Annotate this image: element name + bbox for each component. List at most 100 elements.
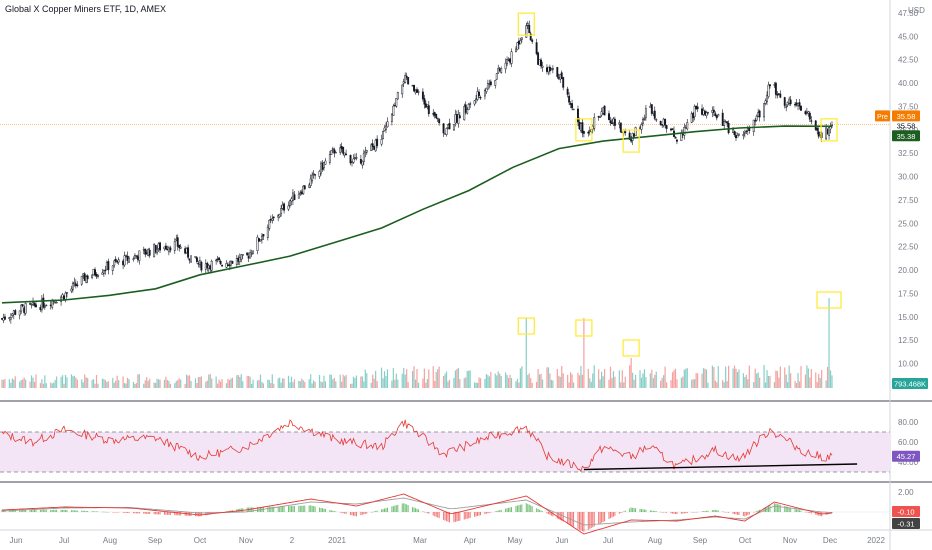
candle-body <box>764 100 767 104</box>
candle-body <box>690 113 693 123</box>
volume-bar <box>630 358 632 388</box>
macd-hist-bar <box>406 504 408 512</box>
candle-body <box>376 138 379 146</box>
macd-hist-bar <box>313 506 315 512</box>
volume-bar <box>14 376 16 388</box>
macd-hist-bar <box>735 512 737 515</box>
candle-body <box>500 68 503 73</box>
macd-hist-bar <box>298 505 300 512</box>
candle-body <box>185 248 188 254</box>
candle-body <box>95 273 98 277</box>
macd-hist-bar <box>571 512 573 526</box>
macd-hist-bar <box>381 509 383 512</box>
candle-body <box>330 150 333 155</box>
macd-hist-bar <box>703 511 705 512</box>
macd-hist-bar <box>51 509 53 512</box>
signal-value-label: -0.31 <box>897 520 914 529</box>
macd-hist-bar <box>756 511 758 512</box>
candle-body <box>200 261 203 271</box>
candle-body <box>318 171 321 177</box>
volume-bar <box>754 368 756 388</box>
volume-bar <box>50 382 52 388</box>
pre-price-badge <box>892 110 920 122</box>
volume-bar <box>661 377 663 388</box>
candle-body <box>649 105 652 108</box>
volume-bar <box>744 377 746 388</box>
candle-body <box>537 52 540 65</box>
volume-bar <box>447 381 449 388</box>
macd-hist-bar <box>23 509 25 512</box>
volume-bar <box>707 382 709 388</box>
candle-body <box>413 84 415 92</box>
volume-bar <box>134 383 136 388</box>
volume-bar <box>651 369 653 388</box>
candle-body <box>458 115 461 119</box>
macd-hist-bar <box>292 506 294 512</box>
macd-hist-bar <box>394 505 396 512</box>
currency-label[interactable]: USD <box>908 6 925 15</box>
candle-body <box>587 131 590 134</box>
volume-bar <box>745 375 747 388</box>
candle-body <box>91 274 94 278</box>
volume-bar <box>697 373 699 388</box>
volume-bar <box>103 379 105 388</box>
candle-body <box>339 147 342 153</box>
candle-body <box>808 112 811 120</box>
macd-hist-bar <box>785 506 787 512</box>
y-tick-label: 47.50 <box>898 9 919 18</box>
candle-body <box>495 73 498 80</box>
volume-bar <box>126 377 129 388</box>
volume-bar <box>592 373 594 388</box>
volume-bar <box>599 379 601 388</box>
volume-bar <box>581 374 584 388</box>
macd-hist-bar <box>135 512 137 514</box>
macd-hist-bar <box>153 512 155 515</box>
candle-body <box>805 111 808 114</box>
macd-hist-bar <box>516 505 518 512</box>
volume-bar <box>643 369 646 388</box>
candle-body <box>715 115 718 119</box>
macd-hist-bar <box>465 512 467 520</box>
volume-bar <box>153 382 155 388</box>
candle-body <box>516 42 519 50</box>
candle-body <box>29 303 32 305</box>
macd-hist-bar <box>530 505 532 512</box>
volume-bar <box>345 374 347 388</box>
macd-hist-bar <box>355 512 357 517</box>
pre-market-badge <box>875 110 890 122</box>
macd-hist-bar <box>692 512 694 513</box>
macd-hist-bar <box>570 512 572 526</box>
macd-hist-bar <box>205 512 207 516</box>
volume-bar <box>691 379 693 388</box>
macd-hist-bar <box>609 512 611 519</box>
macd-hist-bar <box>671 512 673 514</box>
candle-body <box>312 173 315 175</box>
macd-hist-bar <box>268 506 270 512</box>
volume-bar <box>51 383 53 388</box>
macd-hist-bar <box>734 512 736 515</box>
volume-bar <box>558 375 560 388</box>
signal-value-badge <box>892 518 920 529</box>
volume-bar <box>623 382 625 388</box>
volume-bar <box>138 374 140 388</box>
volume-bar <box>725 366 727 388</box>
volume-bar <box>392 368 394 388</box>
volume-bar <box>466 370 468 388</box>
volume-bar <box>107 381 109 388</box>
macd-hist-bar <box>744 512 746 517</box>
candle-body <box>444 133 447 135</box>
macd-hist-bar <box>632 507 634 512</box>
candle-body <box>135 255 138 257</box>
macd-hist-bar <box>505 508 507 512</box>
macd-hist-bar <box>810 512 812 514</box>
highlight-box <box>575 118 593 142</box>
macd-hist-bar <box>339 512 341 513</box>
volume-bar <box>714 380 716 388</box>
volume-bar <box>674 368 677 388</box>
candle-body <box>743 132 746 134</box>
macd-hist-bar <box>816 512 818 516</box>
candle-body <box>147 248 150 257</box>
volume-bar <box>87 378 89 388</box>
candle-body <box>557 77 560 79</box>
